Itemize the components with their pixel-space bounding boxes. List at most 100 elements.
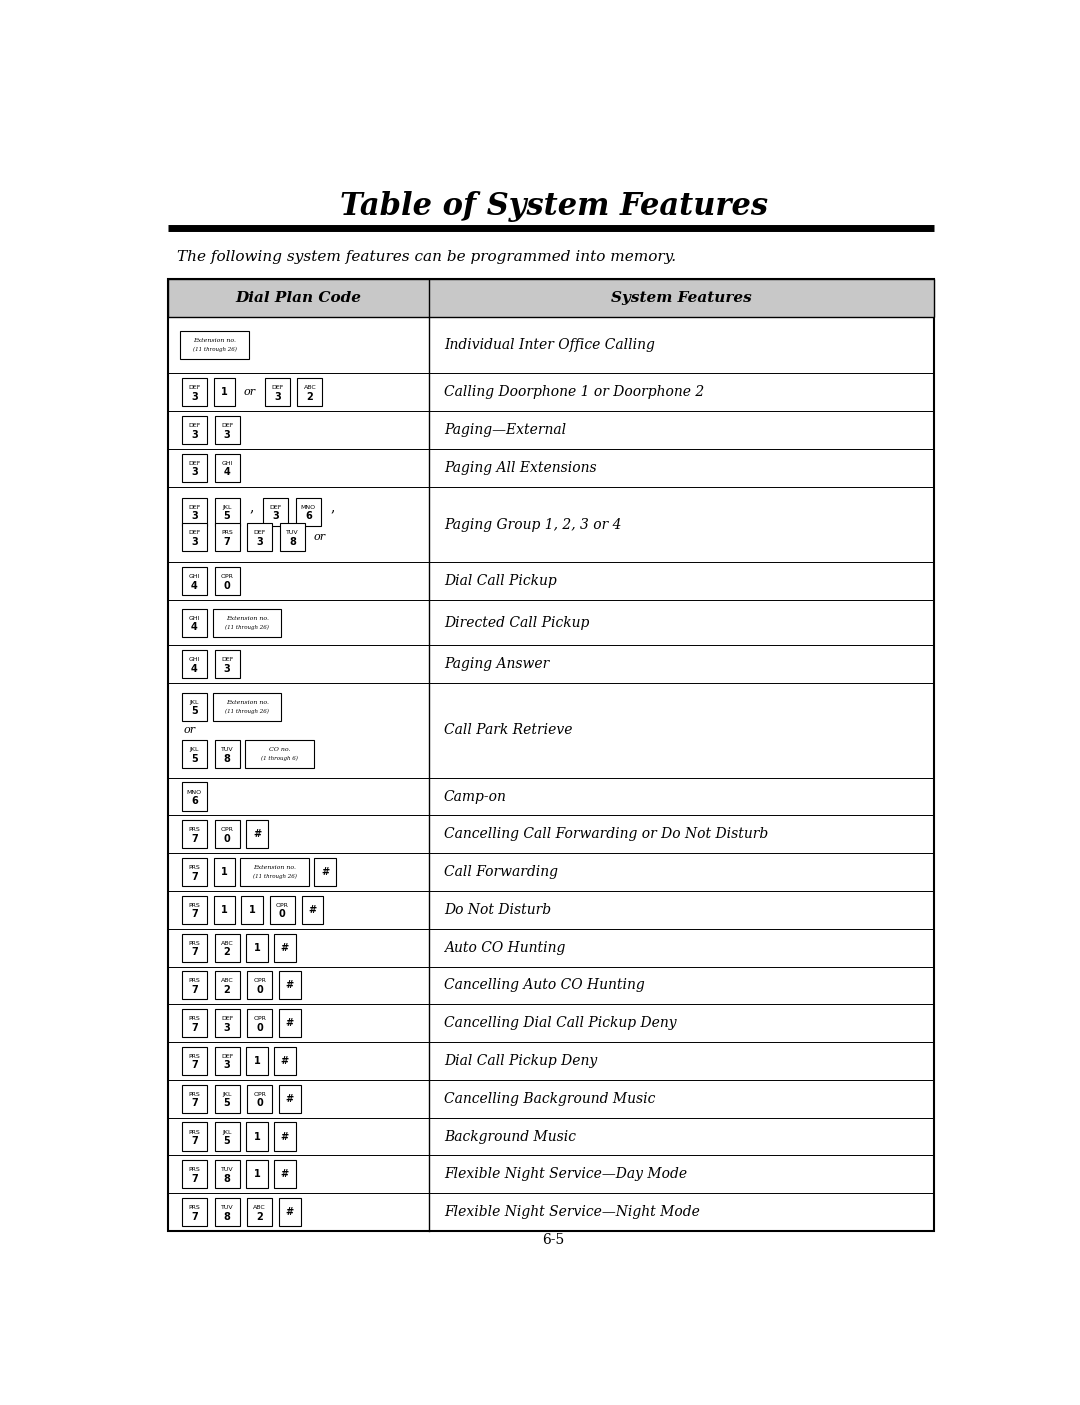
Bar xyxy=(215,416,240,444)
Bar xyxy=(246,821,268,849)
Bar xyxy=(215,1009,240,1037)
Text: 1: 1 xyxy=(254,1131,260,1141)
Text: 7: 7 xyxy=(191,1061,198,1071)
Text: Dial Call Pickup Deny: Dial Call Pickup Deny xyxy=(444,1054,597,1068)
Bar xyxy=(265,378,289,406)
Text: 7: 7 xyxy=(191,909,198,919)
Bar xyxy=(181,1085,207,1113)
Text: 1: 1 xyxy=(221,388,228,398)
Text: 0: 0 xyxy=(224,580,230,590)
Text: GHI: GHI xyxy=(221,461,233,466)
Bar xyxy=(247,523,272,551)
Bar xyxy=(241,896,264,924)
Text: 8: 8 xyxy=(224,1211,230,1221)
Text: PRS: PRS xyxy=(189,865,200,870)
Text: Camp-on: Camp-on xyxy=(444,790,507,804)
Text: 0: 0 xyxy=(224,833,230,844)
Bar xyxy=(215,1198,240,1227)
Text: 3: 3 xyxy=(224,1023,230,1033)
Text: The following system features can be programmed into memory.: The following system features can be pro… xyxy=(177,250,676,264)
Bar xyxy=(215,821,240,849)
Text: TUV: TUV xyxy=(220,1168,233,1172)
Text: 6: 6 xyxy=(191,797,198,806)
Text: (11 through 26): (11 through 26) xyxy=(192,347,237,353)
Text: PRS: PRS xyxy=(189,978,200,983)
Bar xyxy=(181,523,207,551)
Text: OPR: OPR xyxy=(254,1092,266,1097)
Bar xyxy=(246,1161,268,1189)
Text: 4: 4 xyxy=(191,663,198,674)
Text: OPR: OPR xyxy=(220,575,233,579)
Text: Calling Doorphone 1 or Doorphone 2: Calling Doorphone 1 or Doorphone 2 xyxy=(444,385,704,399)
Text: OPR: OPR xyxy=(220,828,233,832)
Bar xyxy=(215,933,240,961)
Text: 7: 7 xyxy=(191,1173,198,1184)
Text: #: # xyxy=(281,1057,288,1066)
Text: DEF: DEF xyxy=(221,1016,233,1021)
Text: 3: 3 xyxy=(191,511,198,521)
Bar xyxy=(279,1198,300,1227)
Text: (11 through 26): (11 through 26) xyxy=(226,708,269,714)
Text: #: # xyxy=(281,1131,288,1141)
Text: MNO: MNO xyxy=(300,504,315,510)
Text: 7: 7 xyxy=(191,947,198,957)
Text: DEF: DEF xyxy=(271,385,283,391)
Bar xyxy=(213,608,282,636)
Text: 6-5: 6-5 xyxy=(542,1232,565,1246)
Text: System Features: System Features xyxy=(611,291,752,305)
Text: 1: 1 xyxy=(248,905,256,915)
Text: JKL: JKL xyxy=(222,504,232,510)
Bar xyxy=(215,1085,240,1113)
Text: DEF: DEF xyxy=(188,530,201,535)
Text: 7: 7 xyxy=(191,833,198,844)
Text: 7: 7 xyxy=(191,985,198,995)
Bar xyxy=(215,1123,240,1151)
Bar xyxy=(279,971,300,999)
Text: Call Forwarding: Call Forwarding xyxy=(444,865,558,880)
Text: DEF: DEF xyxy=(221,658,233,662)
Text: or: or xyxy=(184,725,195,735)
Bar xyxy=(215,523,240,551)
Text: TUV: TUV xyxy=(286,530,299,535)
Bar xyxy=(215,971,240,999)
Text: 7: 7 xyxy=(191,1099,198,1109)
Text: Paging Group 1, 2, 3 or 4: Paging Group 1, 2, 3 or 4 xyxy=(444,517,621,531)
Bar xyxy=(215,1047,240,1075)
Text: 2: 2 xyxy=(256,1211,264,1221)
Text: DEF: DEF xyxy=(188,385,201,391)
Bar xyxy=(181,896,207,924)
Bar xyxy=(274,1161,296,1189)
Text: MNO: MNO xyxy=(187,790,202,794)
Text: PRS: PRS xyxy=(189,1054,200,1059)
Text: JKL: JKL xyxy=(190,700,199,705)
Text: 6: 6 xyxy=(305,511,312,521)
Bar xyxy=(247,1085,272,1113)
Text: (11 through 26): (11 through 26) xyxy=(253,874,297,880)
Text: PRS: PRS xyxy=(189,1016,200,1021)
Bar xyxy=(214,896,235,924)
Text: Paging—External: Paging—External xyxy=(444,423,566,437)
Text: ABC: ABC xyxy=(220,978,233,983)
Text: Individual Inter Office Calling: Individual Inter Office Calling xyxy=(444,339,654,353)
Text: Cancelling Background Music: Cancelling Background Music xyxy=(444,1092,656,1106)
Text: 2: 2 xyxy=(224,947,230,957)
Text: 7: 7 xyxy=(191,1137,198,1146)
Text: ,: , xyxy=(330,500,335,514)
Text: 1: 1 xyxy=(254,943,260,953)
Bar xyxy=(279,1009,300,1037)
Text: PRS: PRS xyxy=(189,828,200,832)
Text: 3: 3 xyxy=(224,663,230,674)
Text: DEF: DEF xyxy=(221,1054,233,1059)
Bar xyxy=(181,1009,207,1037)
Text: Background Music: Background Music xyxy=(444,1130,576,1144)
Text: #: # xyxy=(286,981,294,991)
Text: JKL: JKL xyxy=(222,1130,232,1134)
Text: PRS: PRS xyxy=(221,530,233,535)
Bar xyxy=(168,280,934,316)
Bar xyxy=(181,693,207,721)
Text: PRS: PRS xyxy=(189,1205,200,1210)
Text: 3: 3 xyxy=(274,392,281,402)
Bar xyxy=(215,454,240,482)
Text: DEF: DEF xyxy=(188,423,201,429)
Text: 1: 1 xyxy=(221,867,228,877)
